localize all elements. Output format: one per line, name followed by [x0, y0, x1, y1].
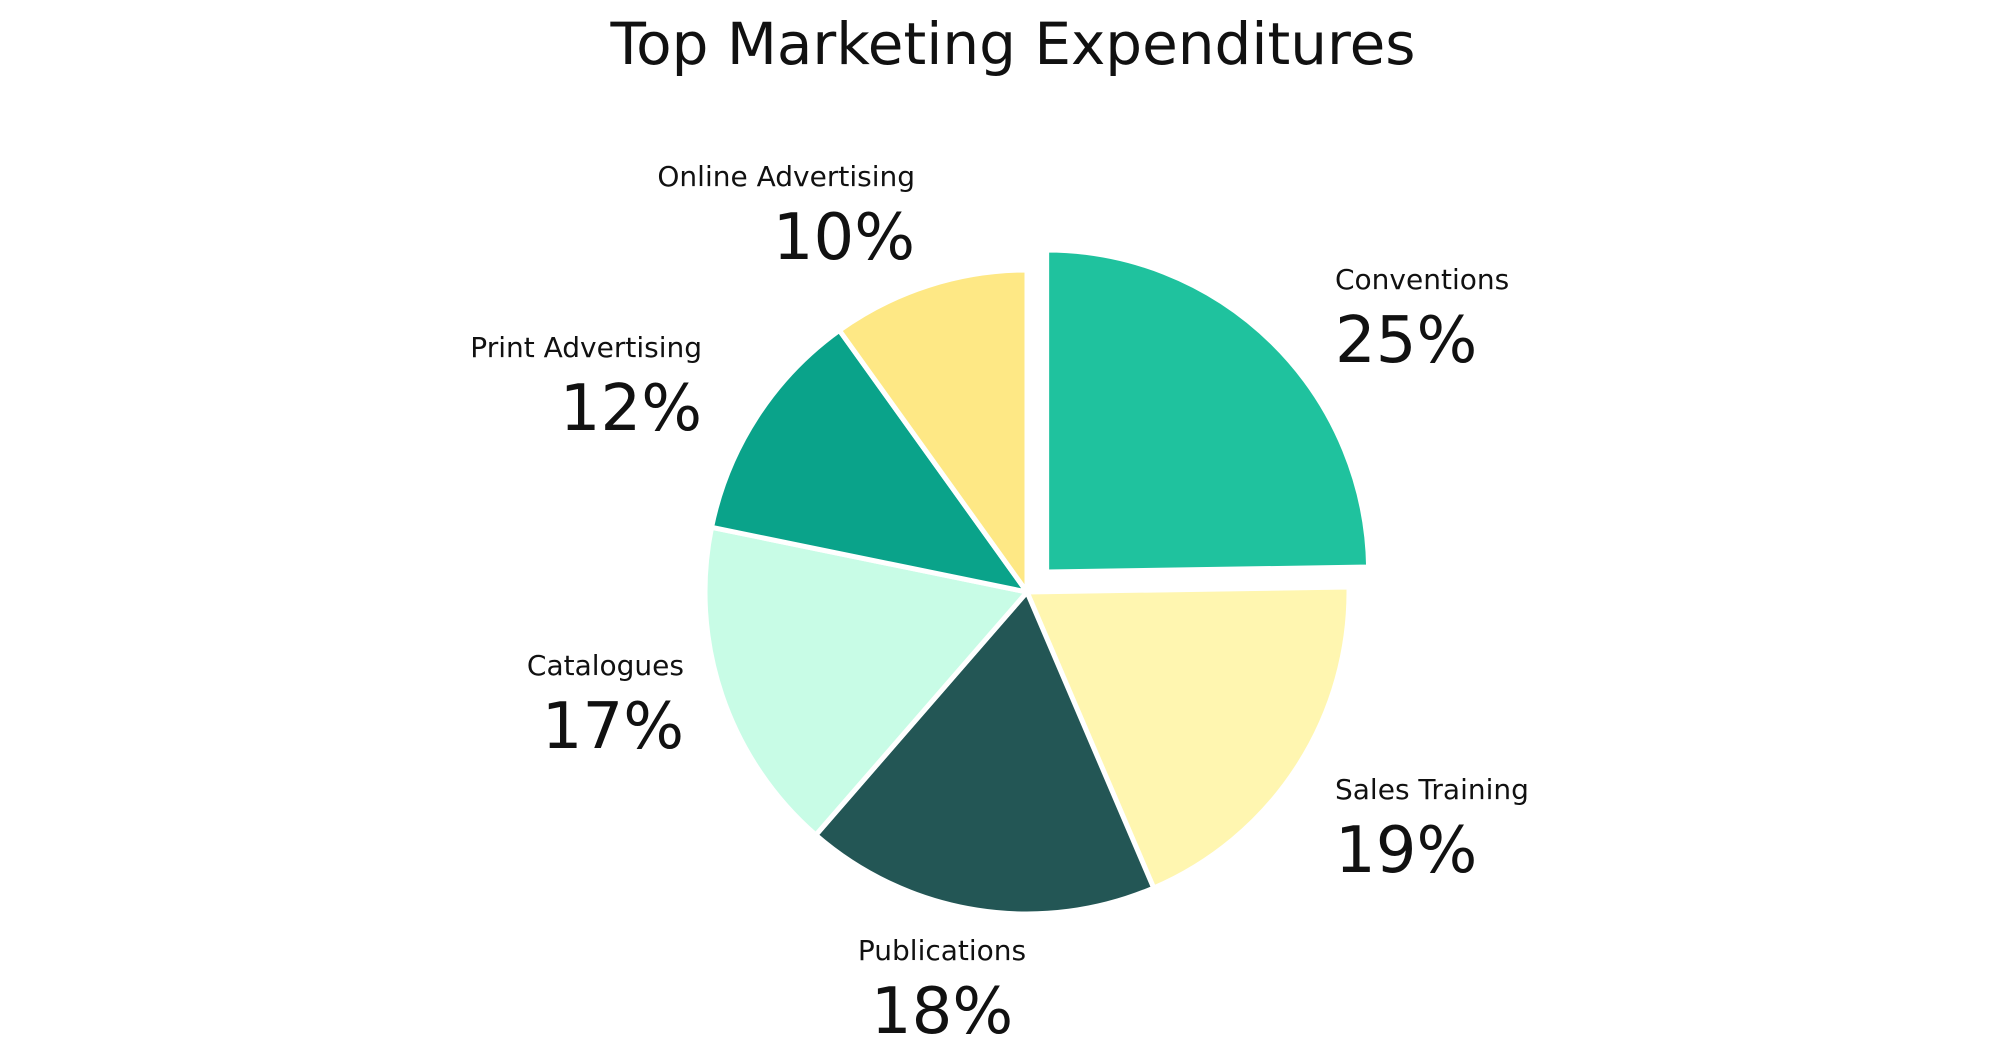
slice-label-print-advertising: Print Advertising [470, 331, 702, 364]
slice-label-catalogues: Catalogues [527, 649, 684, 682]
slice-value-print-advertising: 12% [560, 372, 702, 446]
slice-value-catalogues: 17% [542, 690, 684, 764]
pie-slice-print-advertising [709, 327, 1030, 595]
pie-slice-conventions [1044, 247, 1372, 575]
slice-value-publications: 18% [871, 975, 1013, 1049]
slice-label-conventions: Conventions [1335, 263, 1509, 296]
slice-value-online-advertising: 10% [773, 201, 915, 275]
slice-label-publications: Publications [858, 934, 1026, 967]
pie-slices [702, 247, 1372, 917]
pie-slice-online-advertising [836, 267, 1030, 595]
slice-value-sales-training: 19% [1335, 814, 1477, 888]
slice-value-conventions: 25% [1335, 304, 1477, 378]
pie-slice-sales-training [1024, 584, 1352, 891]
slice-labels: Conventions 25% Sales Training 19% Publicati… [470, 160, 1529, 1049]
slice-label-sales-training: Sales Training [1335, 773, 1529, 806]
slice-label-online-advertising: Online Advertising [657, 160, 915, 193]
pie-slice-catalogues [702, 524, 1030, 838]
chart-title: Top Marketing Expenditures [610, 10, 1416, 78]
pie-slice-publications [813, 589, 1157, 917]
